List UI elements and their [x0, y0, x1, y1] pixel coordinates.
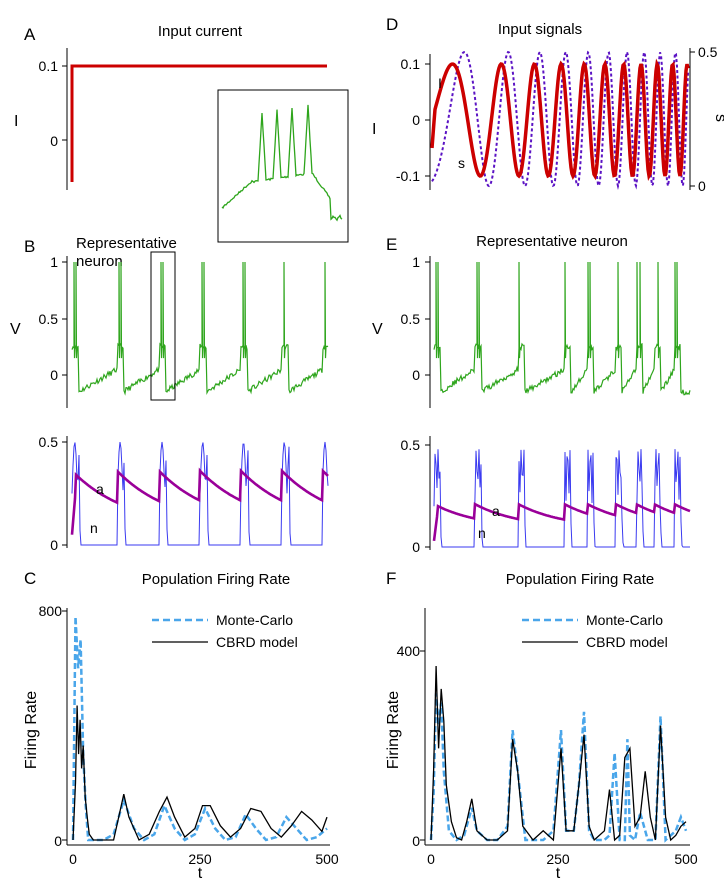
panel-d-ytick-0: 0.1: [401, 56, 421, 72]
panel-e-label-a: a: [492, 503, 500, 519]
panel-e-v-axis: [425, 256, 431, 408]
panel-f-axes: [420, 608, 690, 846]
panel-c-ytick-0: 0: [54, 833, 62, 849]
panel-c-xtick-0: 0: [69, 851, 77, 867]
panel-d-ylabel-right: s: [712, 114, 724, 122]
panel-a-title: Input current: [158, 23, 243, 40]
panel-a-y-axis: [62, 48, 68, 190]
panel-b-voltage-trace: [71, 261, 329, 396]
panel-f-xtick-250: 250: [546, 851, 570, 867]
panel-label-c: C: [24, 569, 36, 588]
panel-d-ytick-1: 0: [412, 112, 420, 128]
panel-c-monte-carlo-series: [71, 616, 328, 842]
panel-a-ylabel: I: [14, 113, 18, 130]
panel-a-ytick-0: 0.1: [39, 58, 59, 74]
panel-e-ytick-1: 0.5: [401, 311, 421, 327]
panel-f-ytick-0: 0: [412, 833, 420, 849]
panel-d-ylabel: I: [372, 121, 376, 138]
panel-d-label-s: s: [458, 155, 465, 171]
panel-c-ytick-800: 800: [39, 603, 63, 619]
panel-b-label-n: n: [90, 520, 98, 536]
panel-c-title: Population Firing Rate: [142, 571, 290, 588]
panel-b-v-axis: [62, 256, 68, 408]
panel-c-xtick-250: 250: [188, 851, 212, 867]
panel-d-ytick-2: -0.1: [396, 168, 420, 184]
panel-label-f: F: [386, 569, 396, 588]
panel-e-n-trace: [433, 449, 690, 548]
panel-d-label-i: I: [438, 75, 442, 91]
panel-e-voltage-trace: [433, 261, 691, 396]
panel-c-xtick-500: 500: [315, 851, 339, 867]
panel-c-xlabel: t: [198, 865, 203, 882]
panel-b-ylabel: V: [10, 321, 21, 338]
panel-b-ytick-1: 0.5: [39, 311, 59, 327]
panel-d-right-axis: [689, 48, 695, 190]
panel-c-cbrd-series: [72, 705, 328, 841]
panel-b-ytick-2: 0: [50, 367, 58, 383]
panel-f-xlabel: t: [556, 865, 561, 882]
panel-a-current-trace: [70, 64, 327, 182]
panel-b-a-trace: [70, 467, 329, 535]
panel-b-gate-ytick-0: 0.5: [39, 434, 59, 450]
panel-b-label-a: a: [96, 481, 104, 497]
panel-label-a: A: [24, 25, 36, 44]
panel-b-title-line-2: neuron: [76, 253, 123, 270]
panel-c-ylabel: Firing Rate: [23, 691, 40, 769]
panel-f-monte-carlo-series: [429, 693, 688, 843]
panel-b-title-line-1: Representative: [76, 235, 177, 252]
panel-a-inset-voltage-trace: [221, 104, 343, 222]
panel-e-ytick-2: 0: [412, 367, 420, 383]
panel-f-legend-cbrd-label: CBRD model: [586, 634, 668, 650]
panel-e-title: Representative neuron: [476, 233, 628, 250]
panel-f-cbrd-series: [430, 665, 687, 842]
panel-d-s-signal: [431, 49, 689, 190]
panel-b-ytick-0: 1: [50, 254, 58, 270]
panel-label-d: D: [386, 15, 398, 34]
panel-d-right-ytick-1: 0: [698, 178, 706, 194]
panel-f-xtick-0: 0: [427, 851, 435, 867]
panel-label-e: E: [386, 235, 397, 254]
panel-f-legend-mc-label: Monte-Carlo: [586, 612, 663, 628]
panel-c-legend-cbrd-label: CBRD model: [216, 634, 298, 650]
panel-c-axes: [62, 608, 330, 846]
panel-e-label-n: n: [478, 525, 486, 541]
panel-e-gate-ytick-0: 0.5: [401, 437, 421, 453]
panel-f-title: Population Firing Rate: [506, 571, 654, 588]
panel-d-current-signal: [430, 58, 690, 182]
panel-e-gate-axis: [425, 436, 431, 550]
panel-b-gate-axis: [62, 436, 68, 548]
panel-f-ylabel: Firing Rate: [385, 691, 402, 769]
panel-d-left-axis: [425, 54, 431, 190]
panel-e-a-trace: [432, 502, 691, 542]
panel-d-title: Input signals: [498, 21, 582, 38]
panel-label-b: B: [24, 237, 35, 256]
panel-a-inset-box: [217, 89, 349, 243]
panel-e-ytick-0: 1: [412, 254, 420, 270]
panel-b-zoom-box: [150, 251, 176, 401]
panel-f-ytick-400: 400: [397, 643, 421, 659]
panel-c-legend-mc-label: Monte-Carlo: [216, 612, 293, 628]
panel-e-gate-ytick-1: 0: [412, 539, 420, 555]
panel-b-gate-ytick-1: 0: [50, 537, 58, 553]
panel-f-xtick-500: 500: [674, 851, 698, 867]
panel-d-right-ytick-0: 0.5: [698, 44, 718, 60]
panel-a-ytick-1: 0: [50, 133, 58, 149]
panel-e-ylabel: V: [372, 321, 383, 338]
